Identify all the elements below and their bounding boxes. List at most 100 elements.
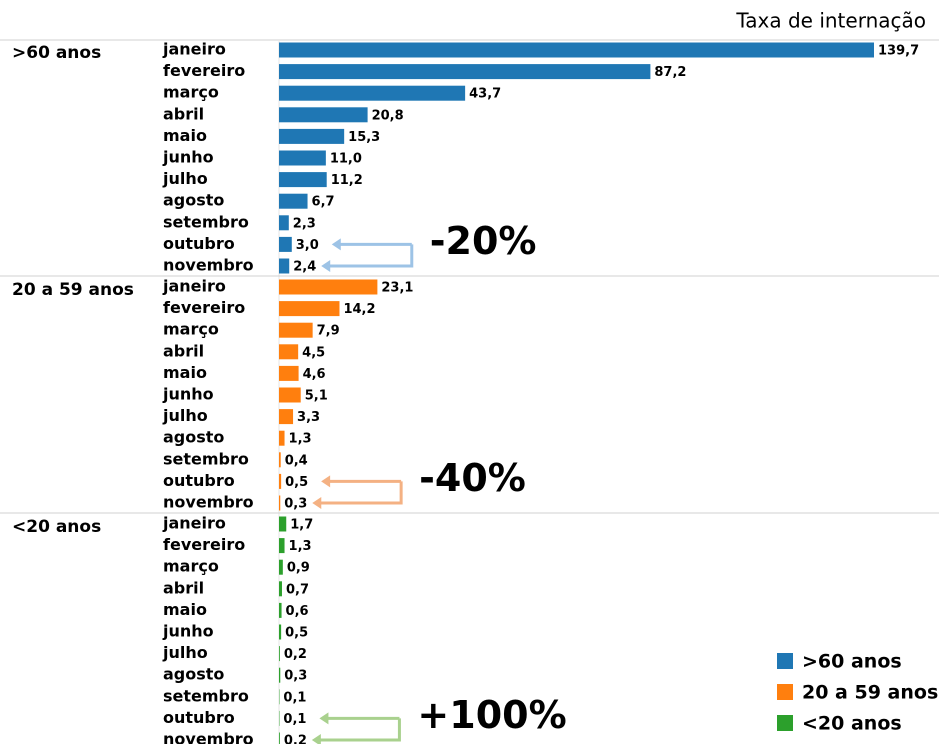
bar [279, 279, 378, 295]
value-label: 3,3 [297, 410, 320, 425]
category-label: agosto [163, 665, 224, 684]
value-label: 0,5 [285, 475, 308, 490]
value-label: 0,1 [283, 712, 306, 727]
bar [279, 128, 345, 144]
category-label: outubro [163, 234, 235, 253]
category-label: novembro [163, 256, 254, 275]
bar [279, 646, 280, 662]
legend-swatch [777, 653, 793, 669]
category-label: março [163, 557, 219, 576]
legend-label: >60 anos [802, 651, 902, 673]
value-label: 20,8 [372, 108, 404, 123]
bar [279, 387, 301, 403]
value-label: 3,0 [296, 238, 319, 253]
bar [279, 42, 874, 58]
category-label: maio [163, 363, 207, 382]
group-label: >60 anos [12, 43, 101, 63]
value-label: 4,5 [302, 345, 325, 360]
value-label: 0,3 [284, 497, 307, 512]
bar [279, 258, 290, 274]
value-label: 0,3 [284, 669, 307, 684]
category-label: janeiro [162, 277, 226, 296]
bar [279, 344, 299, 360]
bar [279, 215, 289, 231]
value-label: 0,9 [287, 561, 310, 576]
bar [279, 107, 368, 123]
arrow-head [312, 475, 331, 509]
value-label: 23,1 [381, 281, 413, 296]
category-label: setembro [163, 686, 249, 705]
category-label: julho [162, 406, 208, 425]
category-label: setembro [163, 449, 249, 468]
category-label: março [163, 83, 219, 102]
legend-swatch [777, 715, 793, 731]
group-label: <20 anos [12, 517, 101, 537]
category-label: setembro [163, 212, 249, 231]
category-label: fevereiro [163, 298, 245, 317]
bar [279, 581, 282, 597]
bar [279, 409, 294, 425]
bar [279, 452, 281, 468]
bar [279, 495, 281, 511]
category-label: abril [163, 341, 204, 360]
category-label: julho [162, 169, 208, 188]
bar [279, 732, 280, 744]
category-label: fevereiro [163, 61, 245, 80]
value-label: 0,4 [285, 453, 308, 468]
bar [279, 301, 340, 317]
category-label: junho [162, 385, 214, 404]
bar [279, 473, 282, 489]
category-label: outubro [163, 708, 235, 727]
category-label: janeiro [162, 514, 226, 533]
value-label: 11,2 [331, 173, 363, 188]
value-label: 4,6 [303, 367, 326, 382]
arrow-head [311, 712, 329, 744]
bar [279, 559, 283, 575]
value-label: 1,3 [289, 539, 312, 554]
category-label: janeiro [162, 40, 226, 59]
bar [279, 193, 308, 209]
value-label: 7,9 [317, 324, 340, 339]
axis-title: Taxa de internação [735, 9, 926, 33]
arrow [327, 242, 414, 268]
value-label: 2,3 [293, 216, 316, 231]
category-label: março [163, 320, 219, 339]
category-label: agosto [163, 191, 224, 210]
category-label: agosto [163, 428, 224, 447]
category-label: novembro [163, 730, 254, 744]
legend-label: <20 anos [802, 713, 902, 735]
category-label: abril [163, 578, 204, 597]
category-label: abril [163, 104, 204, 123]
value-label: 0,6 [286, 604, 309, 619]
bar [279, 64, 651, 80]
value-label: 43,7 [469, 87, 501, 102]
category-label: junho [162, 622, 214, 641]
bar [279, 365, 299, 381]
value-label: 1,7 [290, 518, 313, 533]
category-label: outubro [163, 471, 235, 490]
value-label: 14,2 [343, 302, 375, 317]
value-label: 2,4 [293, 260, 316, 275]
bar [279, 172, 327, 188]
bar [279, 516, 287, 532]
value-label: 0,5 [285, 626, 308, 641]
bar [279, 150, 326, 166]
bar [279, 236, 292, 252]
value-label: 15,3 [348, 130, 380, 145]
annotation: +100% [417, 693, 566, 737]
category-label: maio [163, 600, 207, 619]
value-label: 87,2 [654, 65, 686, 80]
legend-label: 20 a 59 anos [802, 682, 938, 704]
annotation: -40% [419, 456, 526, 500]
category-label: junho [162, 148, 214, 167]
category-label: maio [163, 126, 207, 145]
bar [279, 538, 285, 554]
value-label: 0,2 [284, 647, 307, 662]
value-label: 139,7 [878, 44, 919, 59]
group-label: 20 a 59 anos [12, 280, 134, 300]
value-label: 1,3 [289, 432, 312, 447]
bar [279, 430, 285, 446]
arrow [318, 479, 403, 505]
